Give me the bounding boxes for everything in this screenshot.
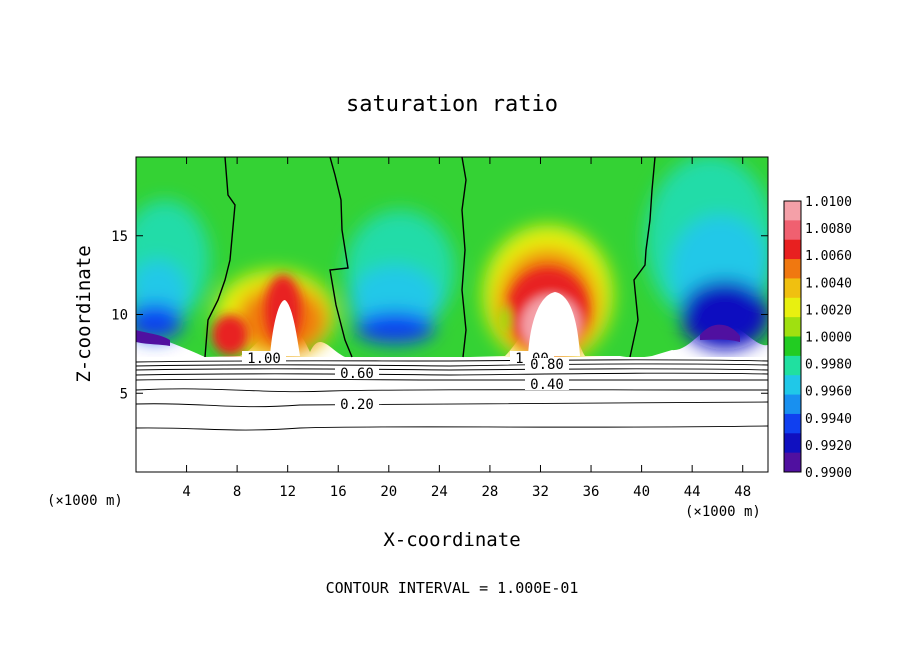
chart-title: saturation ratio xyxy=(346,92,558,117)
x-tick-label-6: 28 xyxy=(481,484,498,500)
x-unit-left: (×1000 m) xyxy=(47,493,123,509)
colorbar-label-8: 0.9940 xyxy=(805,412,852,427)
contour-label-3: 0.20 xyxy=(340,397,374,413)
colorbar-swatch-3 xyxy=(784,259,801,279)
blue-left xyxy=(136,304,183,340)
blue-mid xyxy=(355,312,435,344)
contour-interval-note: CONTOUR INTERVAL = 1.000E-01 xyxy=(326,579,579,597)
x-axis-label: X-coordinate xyxy=(383,529,520,551)
blue-right xyxy=(680,280,768,350)
colorbar-frame xyxy=(783,200,802,473)
x-unit-right: (×1000 m) xyxy=(685,504,761,520)
colorbar-swatch-13 xyxy=(784,452,801,473)
colorbar-label-2: 1.0060 xyxy=(805,249,852,264)
colorbar-label-9: 0.9920 xyxy=(805,439,852,454)
boundary-line-3 xyxy=(461,157,467,358)
colorbar-swatch-8 xyxy=(784,355,801,376)
contour-label-1: 1.00 xyxy=(247,351,281,367)
clear-region-left xyxy=(270,300,300,356)
boundary-line-2 xyxy=(329,157,353,358)
purple-fringe-right xyxy=(700,324,740,342)
y-tick-label-2: 15 xyxy=(111,229,128,245)
green-pocket xyxy=(499,306,511,334)
colorbar-swatch-6 xyxy=(784,317,801,337)
x-tick-label-9: 40 xyxy=(633,484,650,500)
colorbar-swatch-2 xyxy=(784,239,801,260)
colorbar-label-4: 1.0020 xyxy=(805,303,852,318)
x-tick-label-2: 12 xyxy=(279,484,296,500)
colorbar-swatch-11 xyxy=(784,413,801,434)
x-tick-label-11: 48 xyxy=(734,484,751,500)
purple-fringe-left xyxy=(136,330,170,346)
colorbar-label-6: 0.9980 xyxy=(805,358,852,373)
colorbar-swatch-5 xyxy=(784,297,801,318)
colorbar-label-10: 0.9900 xyxy=(805,466,852,481)
contour-labels: 1.00 0.60 0.20 1.00 0.80 0.40 xyxy=(242,351,569,413)
x-tick-label-7: 32 xyxy=(532,484,549,500)
y-axis-ticks: 5 10 15 xyxy=(111,229,768,402)
red-left-small xyxy=(212,315,248,355)
x-tick-label-0: 4 xyxy=(182,484,190,500)
x-tick-label-3: 16 xyxy=(330,484,347,500)
colorbar-swatch-12 xyxy=(784,433,801,454)
y-axis-label: Z-coordinate xyxy=(73,245,95,382)
colorbar-swatch-7 xyxy=(784,336,801,357)
saturation-field xyxy=(136,157,768,472)
plot-area xyxy=(136,157,768,472)
x-tick-label-10: 44 xyxy=(684,484,701,500)
colorbar-label-5: 1.0000 xyxy=(805,331,852,346)
y-tick-label-0: 5 xyxy=(120,386,128,402)
x-tick-label-5: 24 xyxy=(431,484,448,500)
colorbar-label-1: 1.0080 xyxy=(805,222,852,237)
contour-label-2: 0.60 xyxy=(340,366,374,382)
colorbar: 1.0100 1.0080 1.0060 1.0040 1.0020 1.0000 0.99… xyxy=(783,195,852,481)
x-axis-ticks: 4 8 12 16 20 24 28 32 36 40 44 48 xyxy=(182,157,751,500)
boundary-line-4 xyxy=(629,157,656,358)
x-tick-label-1: 8 xyxy=(233,484,241,500)
colorbar-swatch-10 xyxy=(784,394,801,415)
cloud-boundary-lines xyxy=(204,157,656,358)
colorbar-label-0: 1.0100 xyxy=(805,195,852,210)
clear-region-right xyxy=(528,292,580,356)
contour-label-6: 0.40 xyxy=(530,377,564,393)
y-tick-label-1: 10 xyxy=(111,308,128,324)
surface-white-mask xyxy=(136,357,768,472)
colorbar-swatch-1 xyxy=(784,220,801,241)
x-tick-label-4: 20 xyxy=(380,484,397,500)
boundary-line-1 xyxy=(204,157,236,358)
colorbar-swatch-4 xyxy=(784,278,801,299)
colorbar-label-7: 0.9960 xyxy=(805,385,852,400)
colorbar-swatch-9 xyxy=(784,375,801,396)
colorbar-swatch-0 xyxy=(784,201,801,221)
contour-label-5: 0.80 xyxy=(530,357,564,373)
colorbar-label-3: 1.0040 xyxy=(805,276,852,291)
x-tick-label-8: 36 xyxy=(583,484,600,500)
